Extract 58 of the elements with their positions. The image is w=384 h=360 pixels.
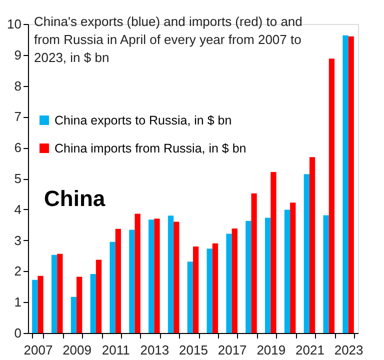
y-tick-label: 0 — [14, 326, 22, 340]
annotation: China — [44, 186, 106, 211]
bar — [323, 215, 329, 333]
bar — [304, 174, 310, 333]
bar — [206, 248, 212, 333]
y-tick-label: 10 — [7, 16, 22, 32]
bar — [212, 243, 218, 333]
bar — [148, 220, 154, 333]
bar — [32, 280, 38, 333]
x-tick-label: 2021 — [296, 342, 324, 358]
bar — [174, 222, 180, 333]
bar — [187, 262, 193, 333]
bar — [38, 276, 44, 333]
bar — [328, 58, 335, 333]
bar — [309, 157, 316, 333]
bar — [251, 193, 257, 333]
text: China's exports (blue) and imports (red) to and from Russia in April of every year from 2007 to 2023, in $ bn — [34, 14, 302, 65]
y-tick-label: 7 — [14, 109, 22, 124]
bar — [246, 220, 252, 333]
bar — [342, 35, 348, 333]
y-tick-label: 5 — [14, 171, 22, 186]
bar — [110, 242, 116, 333]
bar — [154, 218, 160, 333]
bar — [193, 246, 199, 333]
y-tick-label: 8 — [14, 78, 22, 94]
bar — [70, 296, 77, 333]
y-tick-label: 4 — [14, 202, 22, 217]
x-tick-label: 2011 — [102, 342, 130, 358]
bar — [90, 274, 96, 333]
y-tick-label: 3 — [14, 232, 22, 248]
bar — [226, 234, 232, 333]
bar — [265, 218, 271, 333]
y-tick-label: 2 — [14, 264, 22, 279]
bar — [168, 216, 174, 333]
x-tick-label: 2009 — [62, 342, 92, 358]
bar — [115, 228, 121, 333]
bar — [76, 276, 82, 333]
y-tick-label: 6 — [14, 140, 22, 156]
bar — [129, 230, 135, 333]
x-tick-label: 2017 — [218, 342, 247, 358]
bar — [284, 210, 290, 333]
bar — [134, 214, 140, 333]
bar — [51, 254, 58, 333]
legend-label: China imports from Russia, in $ bn — [54, 141, 246, 156]
bar — [57, 254, 63, 333]
x-tick-label: 2019 — [256, 342, 286, 358]
legend-label: China exports to Russia, in $ bn — [54, 113, 232, 128]
x-tick-label: 2013 — [140, 342, 170, 358]
x-tick-label: 2015 — [179, 342, 208, 358]
bar — [96, 260, 102, 333]
x-tick-label: 2023 — [334, 342, 364, 358]
bar — [270, 172, 276, 333]
bar — [348, 36, 354, 333]
y-tick-label: 1 — [14, 294, 22, 310]
y-tick-label: 9 — [14, 47, 22, 62]
x-tick-label: 2007 — [24, 342, 53, 358]
bar — [232, 228, 238, 333]
bar — [290, 202, 296, 333]
